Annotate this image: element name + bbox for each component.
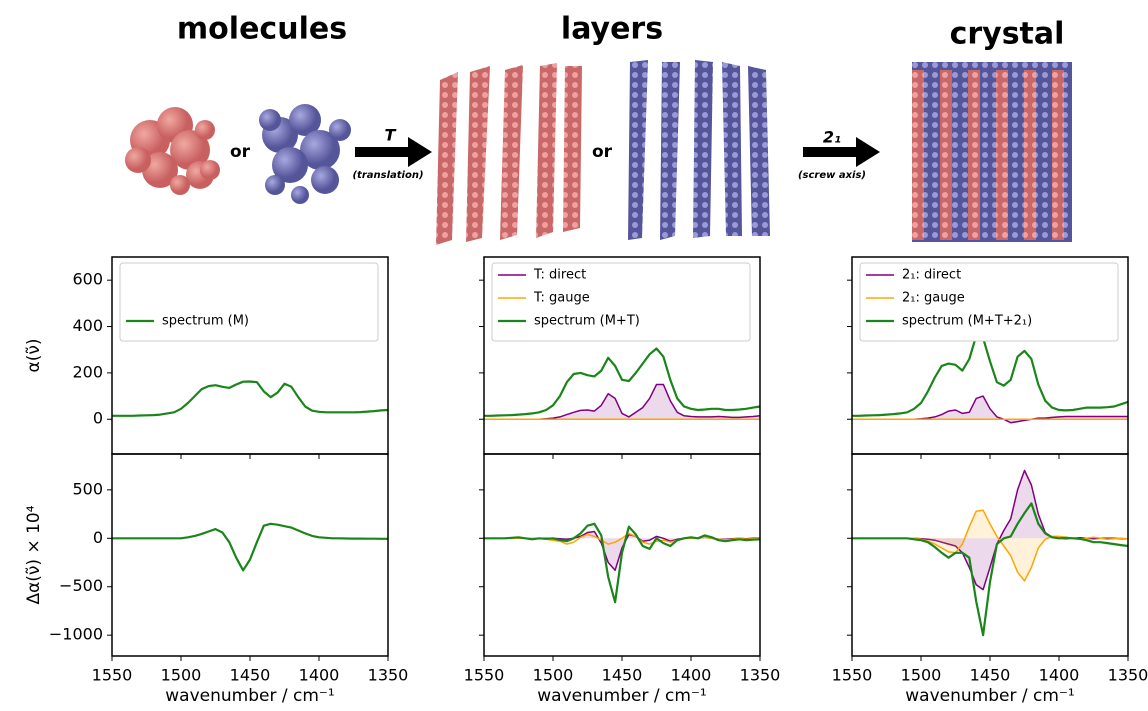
arrow-label: T <box>385 126 397 145</box>
x-tick-label: 1400 <box>1039 666 1080 685</box>
area <box>484 531 760 571</box>
arrow <box>355 137 432 167</box>
panel: 1550 1500 1450 1400 1350 wavenumber / cm⁻¹ <box>832 453 1148 706</box>
or-label: or <box>230 142 251 162</box>
panel: 1550 1500 1450 1400 1350 wavenumber / cm⁻¹ <box>464 453 781 706</box>
y-tick-label: 500 <box>72 479 103 498</box>
panel: T: direct T: gauge spectrum (M+T) <box>479 256 761 459</box>
panel: 0 200 400 600 α(ν̃) spectrum (M) <box>24 256 389 459</box>
legend: spectrum (M) <box>119 262 379 342</box>
x-tick-label: 1500 <box>901 666 942 685</box>
y-axis-label: Δα(ν̃) × 10⁴ <box>24 505 44 604</box>
y-tick-label: 400 <box>72 316 103 335</box>
title: layers <box>561 12 663 47</box>
arrow-note: (translation) <box>352 170 423 181</box>
x-axis-label: wavenumber / cm⁻¹ <box>537 686 706 706</box>
layers-blue <box>628 60 770 240</box>
x-tick-label: 1550 <box>92 666 133 685</box>
legend-box <box>119 262 379 342</box>
line <box>112 522 388 572</box>
plot-frame <box>111 453 389 657</box>
x-tick-label: 1500 <box>533 666 574 685</box>
legend: 2₁: direct 2₁: gauge spectrum (M+T+2₁) <box>859 262 1119 342</box>
line <box>852 334 1129 417</box>
panel: −1000 −500 0 500 1550 1500 1450 1400 1350 wavenum… <box>24 453 409 706</box>
y-tick-label: −1000 <box>49 625 103 644</box>
y-tick-label: −500 <box>59 576 103 595</box>
x-tick-label: 1450 <box>602 666 643 685</box>
molecule-blue <box>259 104 351 204</box>
panel: 2₁: direct 2₁: gauge spectrum (M+T+2₁) <box>847 256 1129 459</box>
crystal <box>912 62 1072 242</box>
x-axis-label: wavenumber / cm⁻¹ <box>165 686 334 706</box>
title: crystal <box>950 17 1065 52</box>
x-tick-label: 1550 <box>464 666 505 685</box>
arrow <box>803 137 880 167</box>
legend-label: spectrum (M+T+2₁) <box>902 314 1032 329</box>
header: molecules layers crystal or T (translati… <box>125 12 1072 245</box>
x-tick-label: 1450 <box>970 666 1011 685</box>
x-tick-label: 1500 <box>161 666 202 685</box>
legend-box <box>859 262 1119 342</box>
y-axis-label: α(ν̃) <box>24 339 44 373</box>
y-tick-label: 200 <box>72 362 103 381</box>
legend-label: T: direct <box>533 268 586 283</box>
legend: T: direct T: gauge spectrum (M+T) <box>491 262 751 342</box>
line <box>484 347 761 417</box>
x-tick-label: 1350 <box>368 666 409 685</box>
legend-label: 2₁: direct <box>902 268 961 283</box>
arrow-label: 2₁ <box>823 128 841 147</box>
or-label: or <box>592 142 613 162</box>
x-tick-label: 1550 <box>832 666 873 685</box>
y-tick-label: 600 <box>72 270 103 289</box>
layers-pink <box>436 63 582 245</box>
legend-box <box>491 262 751 342</box>
molecule-pink <box>125 107 220 195</box>
legend-label: 2₁: gauge <box>902 291 965 306</box>
x-tick-label: 1400 <box>671 666 712 685</box>
x-tick-label: 1350 <box>1108 666 1148 685</box>
x-tick-label: 1400 <box>299 666 340 685</box>
x-tick-label: 1450 <box>230 666 271 685</box>
line <box>112 380 389 417</box>
title: molecules <box>177 12 347 47</box>
legend-label: T: gauge <box>533 291 590 306</box>
y-tick-label: 0 <box>93 528 103 547</box>
y-tick-label: 0 <box>93 409 103 428</box>
x-tick-label: 1350 <box>740 666 781 685</box>
arrow-note: (screw axis) <box>798 170 866 181</box>
line <box>484 522 761 604</box>
x-axis-label: wavenumber / cm⁻¹ <box>905 686 1074 706</box>
line <box>852 502 1129 637</box>
legend-label: spectrum (M) <box>162 314 249 329</box>
legend-label: spectrum (M+T) <box>534 314 640 329</box>
